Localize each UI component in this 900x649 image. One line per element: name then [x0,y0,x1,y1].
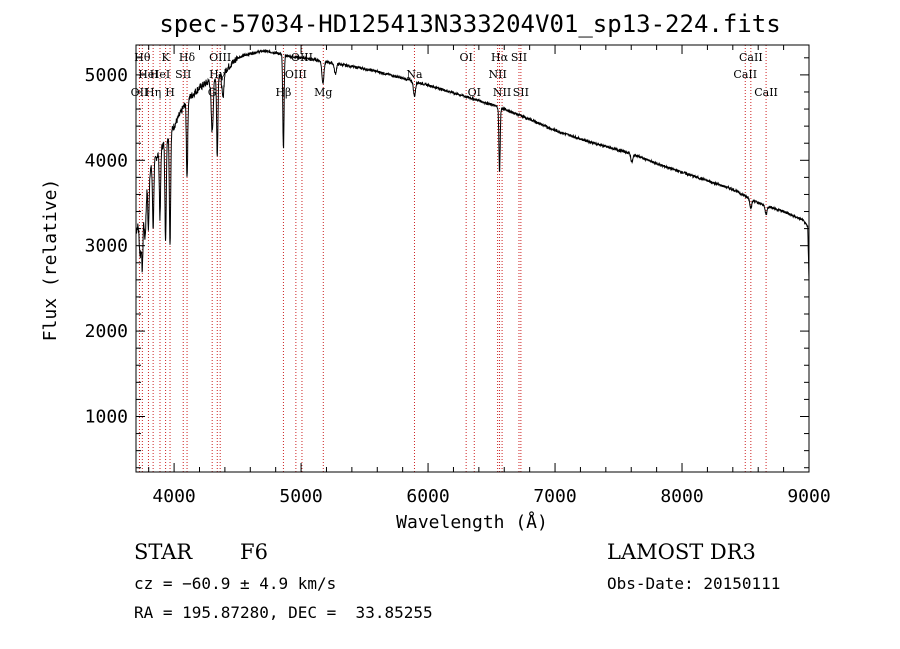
x-tick-label: 5000 [279,486,322,507]
marker-label: CaII [754,86,778,99]
marker-label: OII [131,86,149,99]
x-axis-label: Wavelength (Å) [396,511,548,533]
y-tick-label: 4000 [85,150,128,171]
spectral-line-markers [138,45,767,472]
marker-label: CaII [733,68,757,81]
spectral-subclass: F6 [240,540,268,564]
marker-label: OI [459,51,472,64]
y-axis-label: Flux (relative) [40,179,61,342]
x-tick-label: 4000 [152,486,195,507]
marker-label: Hθ [134,51,151,64]
marker-label: Mg [314,86,332,99]
marker-label: Na [406,68,423,81]
y-tick-label: 2000 [85,321,128,342]
marker-label: Hδ [179,51,196,64]
y-tick-label: 3000 [85,236,128,257]
marker-label: OIII [209,51,231,64]
y-tick-label: 5000 [85,65,128,86]
marker-label: NII [493,86,511,99]
marker-label: SII [511,51,527,64]
object-type: STAR [134,540,193,564]
y-tick-label: 1000 [85,406,128,427]
redshift-velocity: cz = −60.9 ± 4.9 km/s [134,574,337,593]
y-axis-ticks: 1000 2000 3000 4000 5000 [85,57,809,469]
x-tick-label: 7000 [533,486,576,507]
sky-coordinates: RA = 195.87280, DEC = 33.85255 [134,603,433,622]
plot-frame [135,44,810,473]
marker-label: HeI [150,68,170,81]
marker-label: Hβ [275,86,291,99]
marker-label: K [161,51,170,64]
marker-label: NII [488,68,506,81]
marker-label: CaII [739,51,763,64]
x-tick-label: 9000 [787,486,830,507]
survey-name: LAMOST DR3 [607,540,756,564]
marker-label: Hγ [209,68,226,81]
x-axis-ticks: 4000 5000 6000 7000 8000 9000 [148,45,831,507]
marker-label: Hα [491,51,509,64]
marker-label: H [165,86,175,99]
observation-date: Obs-Date: 20150111 [607,574,781,593]
spectral-line-labels: OIIHθHeIHηHeIKHSIIHδGHγOIIIHβOIIIOIIIMgN… [131,51,778,99]
marker-label: OIII [285,68,307,81]
marker-label: SII [175,68,191,81]
marker-label: SII [513,86,529,99]
chart-title: spec-57034-HD125413N333204V01_sp13-224.f… [159,10,780,38]
x-tick-label: 8000 [660,486,703,507]
x-tick-label: 6000 [406,486,449,507]
marker-label: OI [468,86,481,99]
marker-label: HeI [138,68,158,81]
marker-label: Hη [145,86,161,99]
marker-label: G [208,86,217,99]
spectrum-line [135,48,810,281]
